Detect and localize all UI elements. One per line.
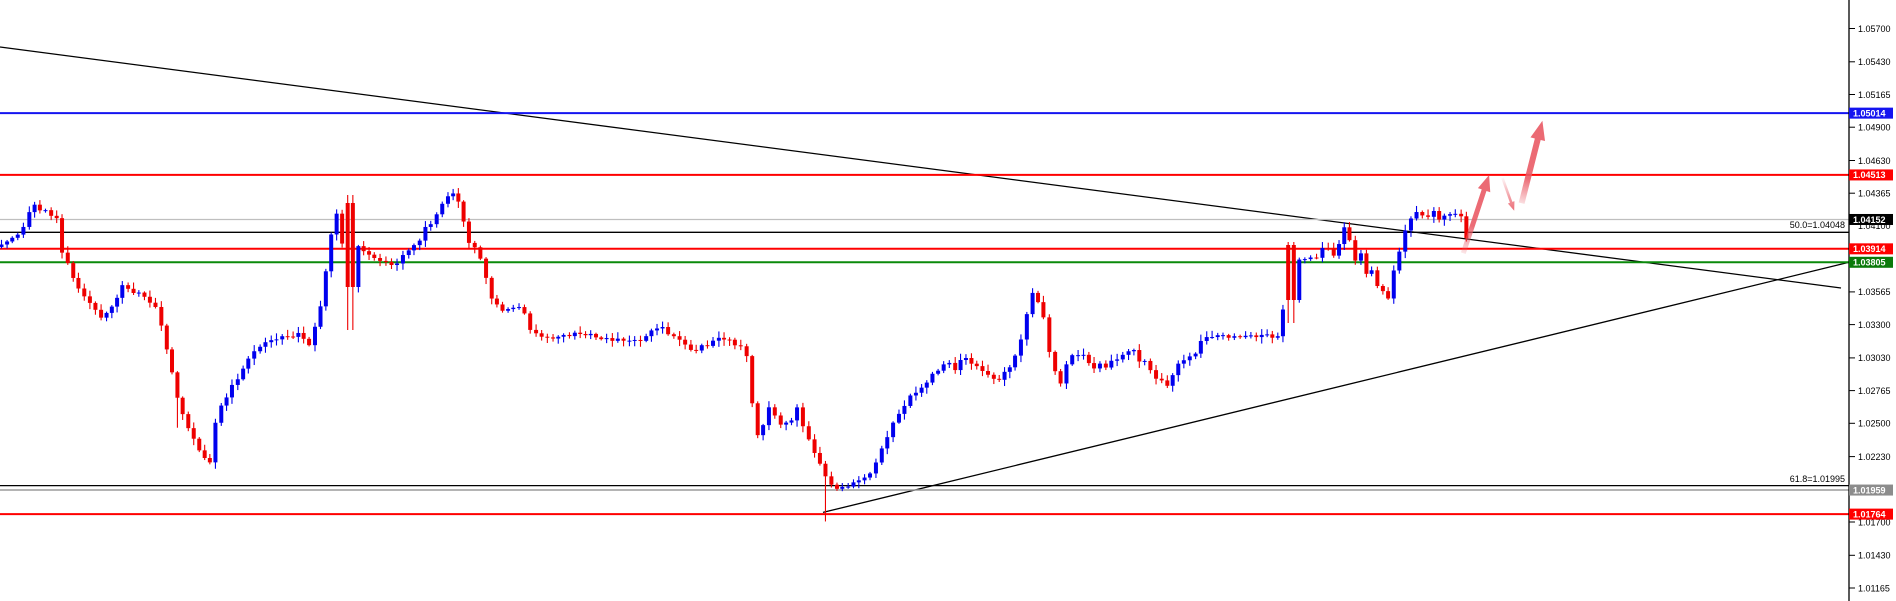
svg-text:1.02500: 1.02500 — [1858, 419, 1891, 429]
svg-text:1.03030: 1.03030 — [1858, 353, 1891, 363]
svg-text:1.02765: 1.02765 — [1858, 386, 1891, 396]
svg-text:1.05014: 1.05014 — [1853, 108, 1886, 118]
svg-text:50.0=1.04048: 50.0=1.04048 — [1790, 220, 1845, 230]
svg-text:1.01430: 1.01430 — [1858, 551, 1891, 561]
svg-text:61.8=1.01995: 61.8=1.01995 — [1790, 474, 1845, 484]
svg-text:1.01165: 1.01165 — [1858, 583, 1890, 593]
svg-text:1.04630: 1.04630 — [1858, 156, 1891, 166]
svg-text:1.01764: 1.01764 — [1853, 509, 1886, 519]
svg-text:1.05165: 1.05165 — [1858, 90, 1891, 100]
svg-text:1.04152: 1.04152 — [1853, 215, 1886, 225]
svg-text:1.04365: 1.04365 — [1858, 189, 1891, 199]
svg-text:1.03300: 1.03300 — [1858, 320, 1891, 330]
svg-text:1.05700: 1.05700 — [1858, 24, 1891, 34]
svg-text:1.01959: 1.01959 — [1853, 485, 1886, 495]
svg-text:1.05430: 1.05430 — [1858, 57, 1891, 67]
svg-text:1.04513: 1.04513 — [1853, 170, 1886, 180]
svg-text:1.03914: 1.03914 — [1853, 244, 1886, 254]
svg-text:1.02230: 1.02230 — [1858, 452, 1891, 462]
svg-text:1.03565: 1.03565 — [1858, 287, 1891, 297]
svg-text:1.04900: 1.04900 — [1858, 123, 1891, 133]
svg-text:1.03805: 1.03805 — [1853, 258, 1886, 268]
